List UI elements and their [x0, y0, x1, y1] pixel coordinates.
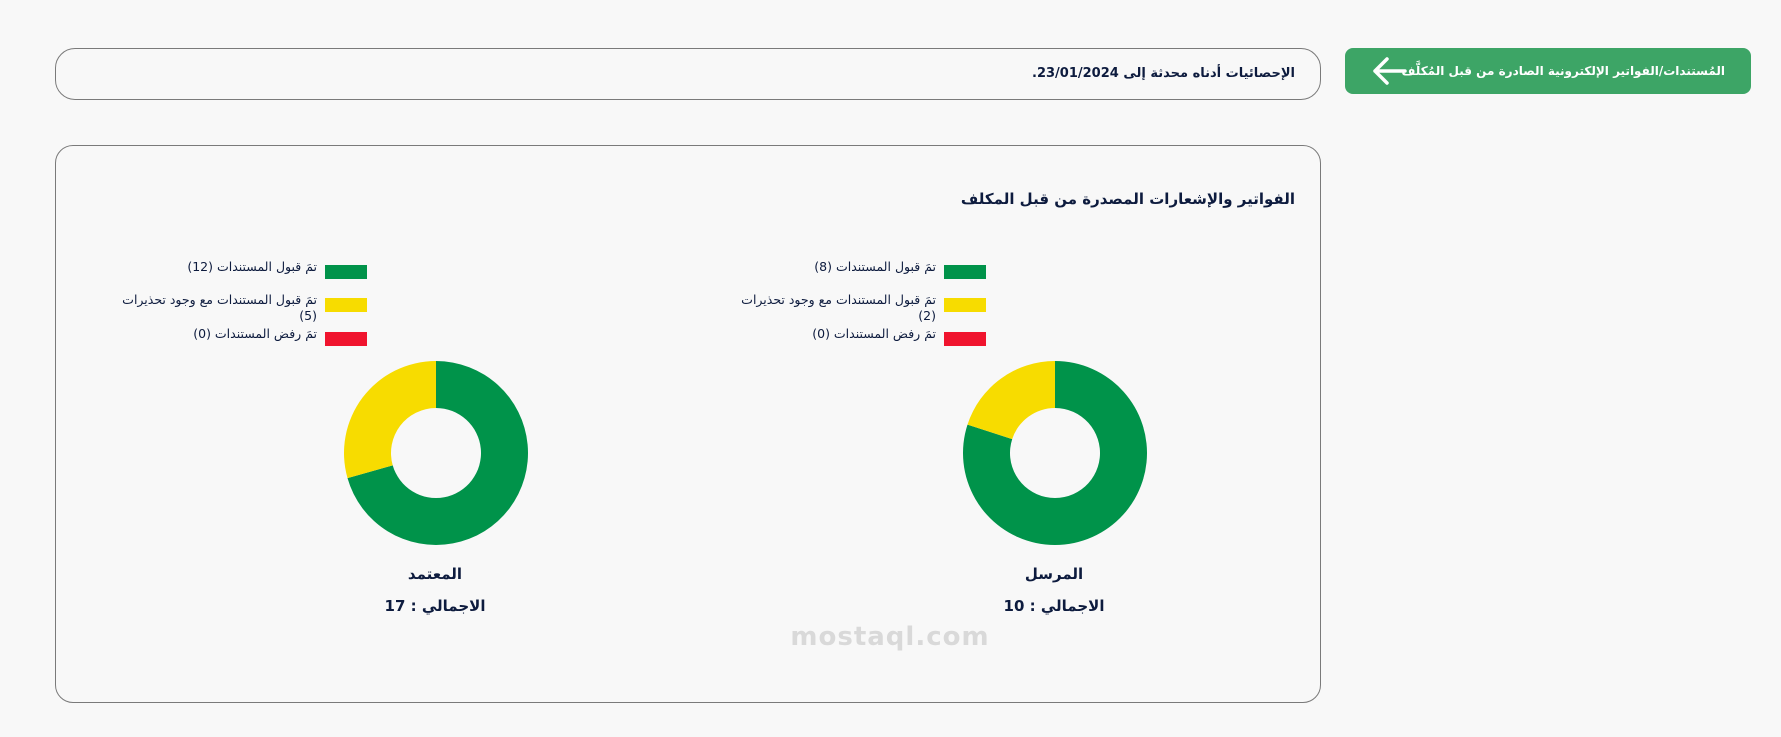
legend-swatch-accepted: [944, 265, 986, 279]
chart-title-sent: المرسل: [1024, 565, 1084, 583]
slice-accepted[interactable]: [347, 361, 528, 545]
stats-info-box: الإحصائيات أدناه محدثة إلى 23/01/2024.: [55, 48, 1321, 100]
legend-item-accepted: تمَ قبول المستندات (8): [636, 259, 986, 279]
breadcrumb: المُستندات/الفواتير الإلكترونية الصادرة …: [1401, 64, 1725, 78]
watermark-logo: mostaql.com: [790, 622, 990, 652]
legend-swatch-rejected: [944, 332, 986, 346]
legend-item-rejected: تمَ رفض المستندات (0): [17, 326, 367, 346]
arrow-left-icon: [1373, 57, 1407, 85]
legend-swatch-warnings: [944, 298, 986, 312]
legend-swatch-rejected: [325, 332, 367, 346]
legend-swatch-warnings: [325, 298, 367, 312]
stats-updated-text: الإحصائيات أدناه محدثة إلى 23/01/2024.: [1032, 66, 1295, 81]
legend-item-warnings: تمَ قبول المستندات مع وجود تحذيرات (5): [17, 292, 367, 324]
chart-approved: تمَ قبول المستندات (12) تمَ قبول المستند…: [122, 146, 557, 704]
slice-warnings[interactable]: [344, 361, 436, 479]
legend-item-rejected: تمَ رفض المستندات (0): [636, 326, 986, 346]
legend-swatch-accepted: [325, 265, 367, 279]
chart-total-approved: الاجمالي : 17: [384, 597, 486, 615]
slice-warnings[interactable]: [967, 361, 1055, 440]
legend-item-warnings: تمَ قبول المستندات مع وجود تحذيرات (2): [636, 292, 986, 324]
legend-label: تمَ قبول المستندات (12): [187, 259, 317, 274]
donut-chart-approved: [344, 361, 528, 545]
panel-title: الفواتير والإشعارات المصدرة من قبل المكل…: [960, 190, 1295, 208]
legend-label: تمَ رفض المستندات (0): [193, 326, 317, 341]
donut-chart-sent: [963, 361, 1147, 545]
legend-label: تمَ قبول المستندات مع وجود تحذيرات (5): [122, 292, 317, 323]
charts-panel: الفواتير والإشعارات المصدرة من قبل المكل…: [55, 145, 1321, 703]
breadcrumb-button[interactable]: المُستندات/الفواتير الإلكترونية الصادرة …: [1345, 48, 1751, 94]
legend-label: تمَ قبول المستندات (8): [814, 259, 936, 274]
legend-label: تمَ قبول المستندات مع وجود تحذيرات (2): [741, 292, 936, 323]
slice-accepted[interactable]: [963, 361, 1147, 545]
chart-total-sent: الاجمالي : 10: [1003, 597, 1105, 615]
chart-title-approved: المعتمد: [407, 565, 463, 583]
legend-label: تمَ رفض المستندات (0): [812, 326, 936, 341]
legend-item-accepted: تمَ قبول المستندات (12): [17, 259, 367, 279]
chart-sent: تمَ قبول المستندات (8) تمَ قبول المستندا…: [741, 146, 1176, 704]
